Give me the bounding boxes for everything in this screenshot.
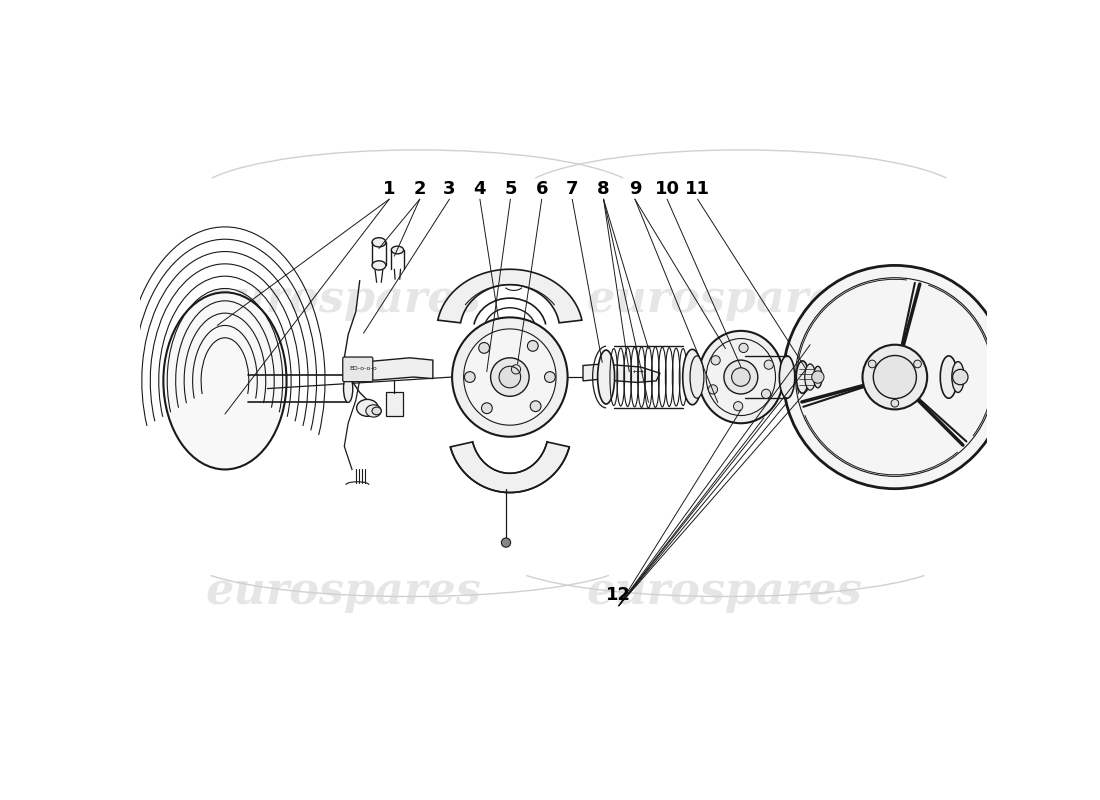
Text: eurospares: eurospares xyxy=(587,278,862,321)
Text: 4: 4 xyxy=(474,180,486,198)
Text: eurospares: eurospares xyxy=(206,570,482,613)
Circle shape xyxy=(527,341,538,351)
Circle shape xyxy=(491,358,529,396)
Circle shape xyxy=(464,372,475,382)
Ellipse shape xyxy=(779,356,795,398)
Circle shape xyxy=(544,372,556,382)
Ellipse shape xyxy=(356,399,378,416)
Text: 11: 11 xyxy=(685,180,711,198)
Text: 12: 12 xyxy=(606,586,631,604)
Polygon shape xyxy=(583,364,660,382)
Circle shape xyxy=(761,390,771,398)
Ellipse shape xyxy=(163,292,286,470)
Text: eurospares: eurospares xyxy=(587,570,862,613)
Ellipse shape xyxy=(366,405,382,417)
Circle shape xyxy=(764,360,773,370)
Circle shape xyxy=(873,355,916,398)
Text: 7: 7 xyxy=(566,180,579,198)
Ellipse shape xyxy=(392,246,404,254)
Circle shape xyxy=(482,403,493,414)
Circle shape xyxy=(739,343,748,353)
Polygon shape xyxy=(348,358,433,380)
Ellipse shape xyxy=(372,238,386,247)
Circle shape xyxy=(530,401,541,411)
Ellipse shape xyxy=(452,318,568,437)
Circle shape xyxy=(724,360,758,394)
Text: 9: 9 xyxy=(628,180,641,198)
Ellipse shape xyxy=(597,350,615,404)
Ellipse shape xyxy=(796,361,808,394)
Ellipse shape xyxy=(690,356,704,398)
Ellipse shape xyxy=(343,374,353,402)
Polygon shape xyxy=(450,442,570,493)
Text: 8: 8 xyxy=(597,180,609,198)
Ellipse shape xyxy=(805,364,815,390)
Ellipse shape xyxy=(940,356,957,398)
Circle shape xyxy=(708,385,717,394)
Ellipse shape xyxy=(372,407,382,414)
Circle shape xyxy=(812,371,824,383)
Text: 5: 5 xyxy=(504,180,517,198)
FancyBboxPatch shape xyxy=(386,393,403,415)
Text: 3: 3 xyxy=(443,180,455,198)
Ellipse shape xyxy=(706,338,776,415)
Polygon shape xyxy=(438,270,582,323)
Text: 10: 10 xyxy=(654,180,680,198)
Text: 2: 2 xyxy=(414,180,426,198)
Text: ED-o-o-o: ED-o-o-o xyxy=(350,366,377,371)
Circle shape xyxy=(478,342,490,354)
Circle shape xyxy=(732,368,750,386)
Ellipse shape xyxy=(464,329,557,425)
Circle shape xyxy=(868,360,876,368)
Circle shape xyxy=(711,356,720,365)
Circle shape xyxy=(734,402,742,411)
Text: 1: 1 xyxy=(383,180,396,198)
Ellipse shape xyxy=(952,362,964,393)
Ellipse shape xyxy=(683,350,702,405)
Circle shape xyxy=(953,370,968,385)
Circle shape xyxy=(502,538,510,547)
Circle shape xyxy=(862,345,927,410)
Ellipse shape xyxy=(814,366,822,388)
Text: eurospares: eurospares xyxy=(206,278,482,321)
Text: 6: 6 xyxy=(536,180,548,198)
Circle shape xyxy=(783,266,1006,489)
Ellipse shape xyxy=(372,261,386,270)
FancyBboxPatch shape xyxy=(343,357,373,382)
Circle shape xyxy=(499,366,520,388)
Text: ←→: ←→ xyxy=(634,370,645,376)
Ellipse shape xyxy=(698,331,783,423)
Circle shape xyxy=(891,399,899,407)
Circle shape xyxy=(914,360,922,368)
